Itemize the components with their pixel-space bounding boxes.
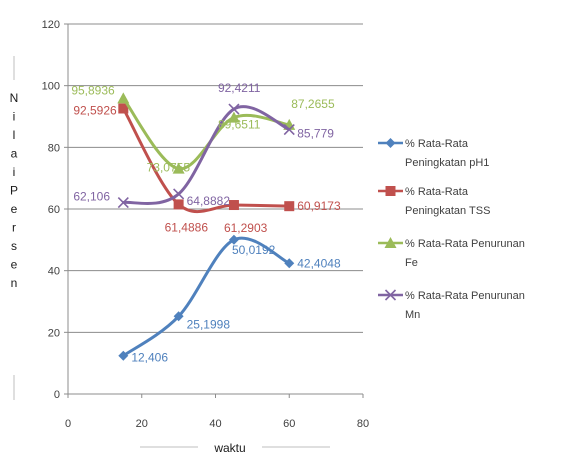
legend-label: % Rata-Rata Peningkatan pH1 [405,138,489,169]
y-axis-title-char: a [11,147,18,161]
y-tick-label: 60 [48,204,60,216]
series-1 [118,103,295,214]
data-point [283,123,295,136]
data-label: 85,779 [297,127,334,141]
legend-swatch-marker [385,186,396,196]
data-label: 42,4048 [297,256,341,270]
x-tick-label: 0 [65,418,71,430]
data-label: 12,406 [131,351,168,365]
legend-label: % Rata-Rata Peningkatan TSS [405,186,490,217]
series-0 [118,234,295,361]
x-tick-label: 60 [283,418,295,430]
legend: % Rata-Rata Peningkatan pH1 % Rata-Rata Pen… [378,138,525,321]
legend-item-3: % Rata-Rata Penurunan Mn [378,289,525,321]
series-line [122,97,290,171]
data-label: 87,2655 [291,97,335,111]
x-marker-stroke [173,188,185,200]
x-tick-label: 40 [209,418,221,430]
y-axis-title-char: N [10,91,19,105]
x-axis-title: waktu [213,441,245,454]
data-label: 61,2903 [224,221,268,235]
series [117,92,296,361]
data-label: 95,8936 [71,83,115,97]
data-point [284,258,295,269]
data-label: 61,4886 [165,220,209,234]
y-tick-label: 20 [48,327,60,339]
data-point [118,350,129,361]
y-tick-label: 0 [54,389,60,401]
data-point [173,199,184,210]
data-point [173,311,184,322]
legend-item-2: % Rata-Rata Penurunan Fe [378,237,525,269]
axes [64,23,364,398]
data-label: 60,9173 [297,199,341,213]
x-marker-stroke [384,289,397,301]
data-label: 92,5926 [73,104,117,118]
series-line [122,236,290,357]
data-label: 50,0192 [232,243,276,257]
y-axis-title-char: e [11,202,18,216]
data-point [228,200,239,211]
legend-swatch-marker [384,289,397,301]
data-point [173,188,185,200]
series-2 [117,92,296,174]
data-label: 25,1998 [187,317,231,331]
data-label: 92,4211 [218,81,261,95]
x-marker-stroke [228,103,240,115]
y-tick-labels: 0 20 40 60 80 100 120 [42,19,60,401]
data-label: 62,106 [73,190,110,204]
legend-item-0: % Rata-Rata Peningkatan pH1 [378,138,489,169]
series-3 [117,103,295,209]
data-label: 64,8882 [187,194,231,208]
data-labels: 12,406 25,1998 50,0192 42,4048 92,5926 61,488… [71,81,341,365]
y-axis-title-char: s [11,239,17,253]
data-point [227,111,240,123]
legend-item-1: % Rata-Rata Peningkatan TSS [378,186,490,217]
x-axis-title-group: waktu [140,441,330,454]
data-point [228,103,240,115]
legend-label: % Rata-Rata Penurunan Fe [405,238,525,269]
y-axis-title-char: r [12,221,16,235]
legend-swatch-marker [385,138,396,148]
y-tick-label: 100 [42,81,60,93]
y-axis-title-char: e [11,258,18,272]
y-axis-title-char: n [11,276,18,290]
gridlines [68,23,363,333]
data-point [228,234,239,245]
y-tick-label: 40 [48,266,60,278]
x-tick-label: 80 [357,418,369,430]
data-label: 73,0755 [147,161,191,175]
y-axis-title-char: l [13,128,16,142]
data-point [118,103,129,114]
data-point [172,162,185,174]
y-axis-title-char: i [13,165,16,179]
data-label: 89,6511 [218,118,261,132]
legend-swatch-marker [384,237,397,248]
y-tick-label: 80 [48,142,60,154]
x-tick-label: 20 [136,418,148,430]
y-axis-title-char: P [10,184,18,198]
y-axis-title-char: i [13,110,16,124]
x-tick-labels: 0 20 40 60 80 [65,418,369,430]
data-point [284,201,295,212]
series-line [122,107,290,214]
data-point [117,92,130,104]
legend-label: % Rata-Rata Penurunan Mn [405,290,525,321]
x-marker-stroke [117,196,129,209]
data-point [117,196,129,209]
series-line [123,105,290,206]
x-marker-stroke [283,123,295,136]
y-tick-label: 120 [42,19,60,31]
